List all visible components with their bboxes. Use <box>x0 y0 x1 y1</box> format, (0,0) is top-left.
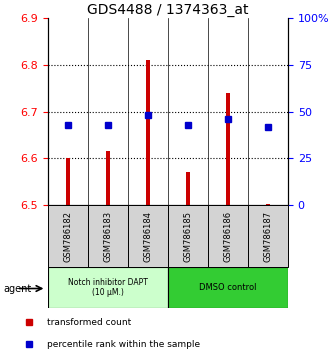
FancyBboxPatch shape <box>88 205 128 267</box>
Text: GSM786187: GSM786187 <box>263 211 272 262</box>
Text: GSM786183: GSM786183 <box>104 211 113 262</box>
Bar <box>66 159 71 205</box>
Text: Notch inhibitor DAPT
(10 μM.): Notch inhibitor DAPT (10 μM.) <box>68 278 148 297</box>
Text: GSM786186: GSM786186 <box>223 211 232 262</box>
FancyBboxPatch shape <box>168 267 288 308</box>
Text: percentile rank within the sample: percentile rank within the sample <box>47 340 200 349</box>
Text: transformed count: transformed count <box>47 318 131 327</box>
Text: GSM786184: GSM786184 <box>143 211 153 262</box>
Bar <box>146 60 150 205</box>
FancyBboxPatch shape <box>128 205 168 267</box>
FancyBboxPatch shape <box>48 205 88 267</box>
Text: agent: agent <box>3 284 31 293</box>
Text: DMSO control: DMSO control <box>199 283 257 292</box>
Text: GSM786185: GSM786185 <box>183 211 193 262</box>
FancyBboxPatch shape <box>48 267 168 308</box>
FancyBboxPatch shape <box>248 205 288 267</box>
Text: GSM786182: GSM786182 <box>64 211 72 262</box>
Title: GDS4488 / 1374363_at: GDS4488 / 1374363_at <box>87 3 249 17</box>
Bar <box>265 204 270 205</box>
FancyBboxPatch shape <box>208 205 248 267</box>
FancyBboxPatch shape <box>168 205 208 267</box>
Bar <box>186 172 190 205</box>
Bar <box>106 152 110 205</box>
Bar <box>225 93 230 205</box>
